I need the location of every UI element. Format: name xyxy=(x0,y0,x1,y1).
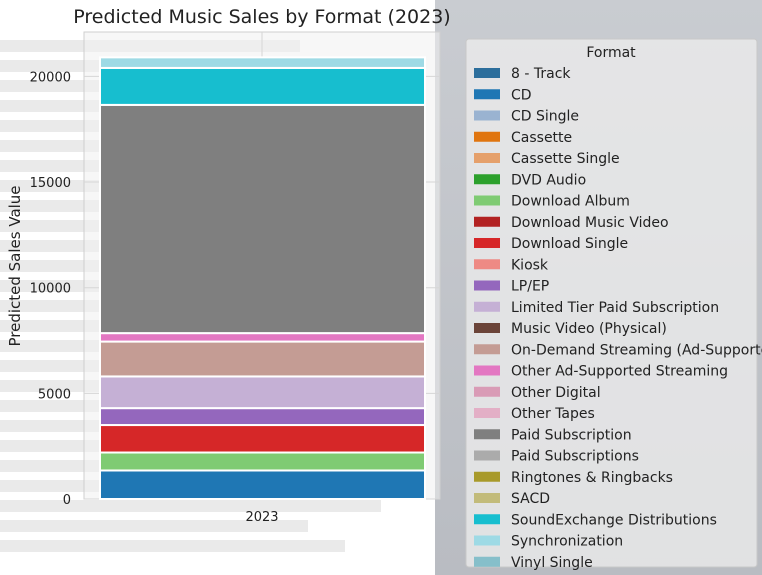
legend-swatch xyxy=(474,238,500,248)
legend-swatch xyxy=(474,280,500,291)
y-tick-label: 5000 xyxy=(38,387,71,402)
legend-swatch xyxy=(474,535,500,546)
legend-label: Download Album xyxy=(511,194,630,210)
bar-segment xyxy=(99,66,426,106)
bar-segment xyxy=(99,469,426,500)
legend-label: Cassette xyxy=(511,130,572,146)
legend-label: Synchronization xyxy=(511,534,623,550)
legend-swatch xyxy=(474,514,500,525)
legend-swatch xyxy=(474,68,500,78)
legend-label: SoundExchange Distributions xyxy=(511,512,717,528)
legend-label: Music Video (Physical) xyxy=(511,321,667,337)
legend-swatch xyxy=(474,301,500,312)
legend-swatch xyxy=(474,493,500,503)
y-tick-label: 0 xyxy=(63,493,71,508)
chart-title: Predicted Music Sales by Format (2023) xyxy=(73,6,450,28)
legend-swatch xyxy=(474,174,500,185)
legend-label: Paid Subscriptions xyxy=(511,449,639,465)
legend-swatch xyxy=(474,408,500,418)
legend-swatch xyxy=(474,450,500,461)
bar-segment xyxy=(99,407,426,427)
bar-segments xyxy=(99,56,426,500)
legend-label: DVD Audio xyxy=(511,172,586,188)
legend-swatch xyxy=(474,153,500,163)
legend-label: Download Single xyxy=(511,236,628,252)
legend-title: Format xyxy=(586,45,636,61)
legend-label: Cassette Single xyxy=(511,151,620,167)
y-axis-ticks: 0 5000 10000 15000 20000 xyxy=(30,70,71,508)
legend-swatch xyxy=(474,323,500,333)
legend-label: Kiosk xyxy=(511,257,549,273)
legend-swatch xyxy=(474,110,500,121)
x-tick-label: 2023 xyxy=(245,510,278,525)
legend-label: SACD xyxy=(511,491,550,507)
legend-label: Ringtones & Ringbacks xyxy=(511,470,673,486)
background-text-line xyxy=(0,500,381,512)
bar-segment xyxy=(99,56,426,69)
legend-label: Other Tapes xyxy=(511,406,595,422)
bar-segment xyxy=(99,332,426,343)
legend-label: CD xyxy=(511,87,532,103)
legend-swatch xyxy=(474,429,500,440)
legend-label: CD Single xyxy=(511,109,579,125)
legend-box xyxy=(465,38,758,568)
legend-label: Other Ad-Supported Streaming xyxy=(511,364,728,380)
bar-segment xyxy=(99,424,426,454)
legend-swatch xyxy=(474,471,500,482)
y-tick-label: 20000 xyxy=(30,70,71,85)
legend-swatch xyxy=(474,131,500,142)
legend-swatch xyxy=(474,386,500,397)
legend-swatch xyxy=(474,344,500,355)
background-text-line xyxy=(0,520,308,532)
y-tick-label: 10000 xyxy=(30,282,71,297)
legend-label: 8 - Track xyxy=(511,66,571,82)
legend-label: Other Digital xyxy=(511,385,601,401)
legend-swatch xyxy=(474,89,500,100)
bar-segment xyxy=(99,340,426,378)
legend-items: 8 - Track CD CD Single Cassette Cassette Sin… xyxy=(474,66,762,571)
legend: Format 8 - Track CD CD Single Cassette Casse… xyxy=(465,38,762,571)
legend-label: On-Demand Streaming (Ad-Supported) xyxy=(511,342,762,358)
legend-label: Download Music Video xyxy=(511,215,669,231)
bar-segment xyxy=(99,103,426,335)
y-tick-label: 15000 xyxy=(30,176,71,191)
legend-swatch xyxy=(474,556,500,567)
legend-label: LP/EP xyxy=(511,279,549,295)
legend-label: Limited Tier Paid Subscription xyxy=(511,300,719,316)
legend-swatch xyxy=(474,195,500,206)
legend-label: Paid Subscription xyxy=(511,427,632,443)
y-axis-label: Predicted Sales Value xyxy=(6,185,24,346)
background-text-line xyxy=(0,540,345,552)
bar-segment xyxy=(99,375,426,410)
legend-swatch xyxy=(474,216,500,227)
legend-swatch xyxy=(474,259,500,270)
legend-label: Vinyl Single xyxy=(511,555,593,571)
bar-segment xyxy=(99,451,426,472)
legend-swatch xyxy=(474,365,500,376)
